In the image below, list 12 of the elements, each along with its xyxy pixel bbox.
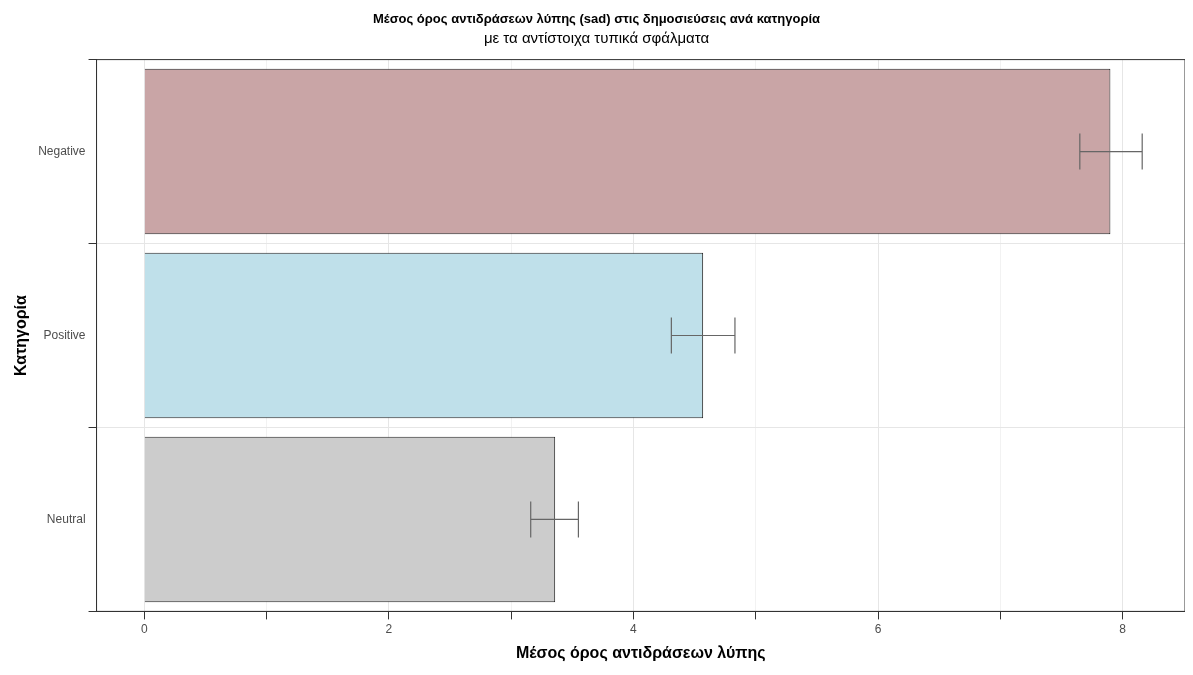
x-tick-label: 6 [874, 621, 882, 636]
chart-subtitle: με τα αντίστοιχα τυπικά σφάλματα [483, 28, 710, 46]
x-tick-label: 8 [1119, 621, 1127, 636]
y-tick-label: Neutral [46, 511, 86, 526]
y-tick-label: Positive [43, 327, 86, 342]
y-axis-title: Κατηγορία [12, 294, 30, 376]
x-axis-title: Μέσος όρος αντιδράσεων λύπης [515, 643, 766, 662]
x-tick-label: 0 [140, 621, 148, 636]
x-tick-label: 4 [630, 621, 638, 636]
x-tick-label: 2 [385, 621, 393, 636]
chart-title: Μέσος όρος αντιδράσεων λύπης (sad) στις δημοσιεύσεις ανά κατηγορία [372, 11, 821, 27]
y-tick-label: Negative [38, 143, 86, 158]
